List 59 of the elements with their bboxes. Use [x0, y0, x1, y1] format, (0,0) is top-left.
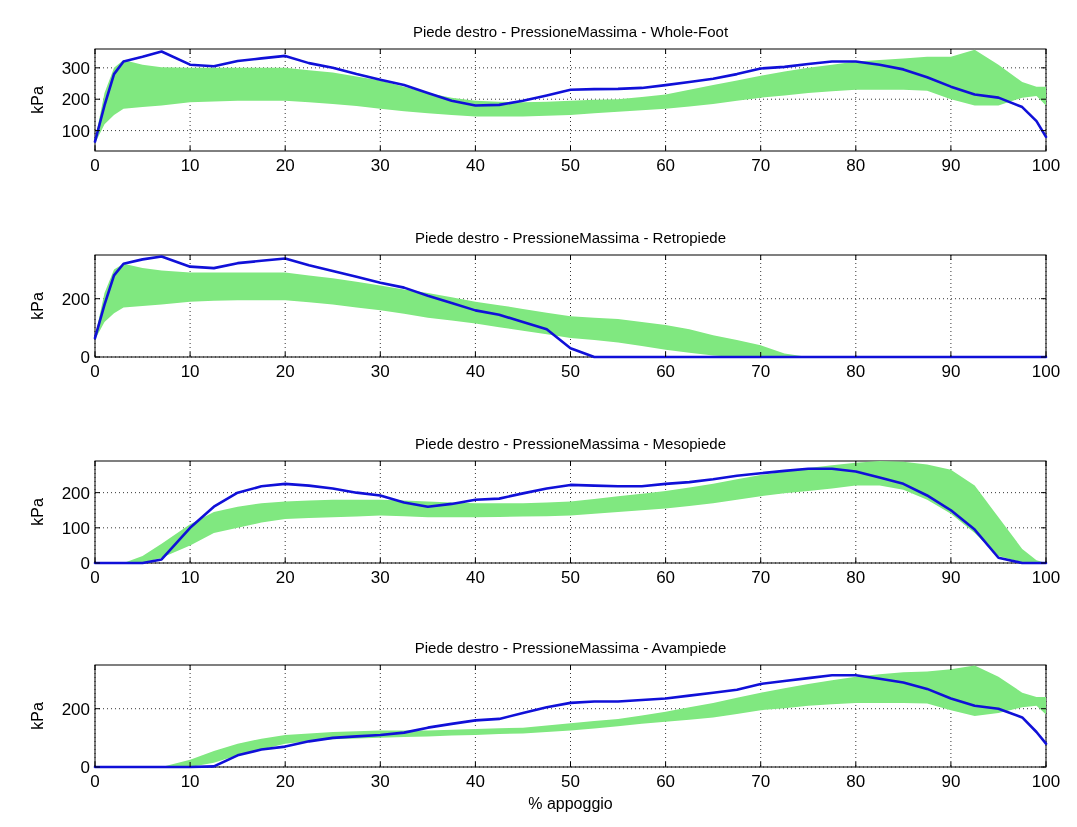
- x-tick-label: 70: [751, 568, 771, 587]
- y-tick-label: 0: [80, 553, 90, 573]
- x-tick-label: 30: [370, 156, 390, 175]
- x-tick-label: 70: [751, 362, 771, 381]
- x-tick-label: 20: [275, 362, 295, 381]
- x-tick-label: 10: [180, 362, 200, 381]
- x-tick-label: 20: [275, 568, 295, 587]
- x-tick-label: 100: [1031, 362, 1061, 381]
- y-axis-title: kPa: [29, 292, 46, 320]
- x-tick-label: 50: [561, 568, 580, 587]
- x-tick-label: 50: [561, 362, 580, 381]
- x-tick-label: 40: [465, 362, 485, 381]
- x-tick-label: 30: [370, 362, 390, 381]
- y-axis-title: kPa: [29, 86, 46, 114]
- x-tick-label: 100: [1031, 156, 1061, 175]
- x-tick-label: 10: [180, 772, 200, 791]
- x-axis-title: % appoggio: [528, 795, 613, 812]
- x-tick-label: 100: [1031, 772, 1061, 791]
- y-tick-label: 0: [80, 757, 90, 777]
- x-tick-label: 30: [370, 568, 390, 587]
- x-tick-label: 90: [941, 772, 961, 791]
- x-tick-label: 50: [561, 156, 580, 175]
- y-axis-title: kPa: [29, 498, 46, 526]
- x-tick-label: 80: [846, 568, 866, 587]
- x-tick-label: 90: [941, 362, 961, 381]
- x-tick-label: 10: [180, 568, 200, 587]
- y-tick-label: 200: [61, 699, 90, 719]
- x-tick-label: 60: [656, 772, 676, 791]
- x-tick-label: 70: [751, 772, 771, 791]
- x-tick-label: 40: [465, 772, 485, 791]
- x-tick-label: 60: [656, 362, 676, 381]
- y-tick-label: 200: [61, 483, 90, 503]
- y-tick-label: 200: [61, 289, 90, 309]
- x-tick-label: 80: [846, 156, 866, 175]
- y-axis-title: kPa: [29, 702, 46, 730]
- x-tick-label: 60: [656, 568, 676, 587]
- x-tick-label: 80: [846, 772, 866, 791]
- x-tick-label: 20: [275, 156, 295, 175]
- chart-title: Piede destro - PressioneMassima - Avampiede: [414, 639, 727, 656]
- y-tick-label: 100: [61, 121, 90, 141]
- x-tick-label: 70: [751, 156, 771, 175]
- chart-title: Piede destro - PressioneMassima - Whole-Foot: [412, 23, 729, 40]
- y-tick-label: 100: [61, 518, 90, 538]
- x-tick-label: 100: [1031, 568, 1061, 587]
- x-tick-label: 60: [656, 156, 676, 175]
- y-tick-label: 200: [61, 90, 90, 110]
- y-tick-label: 0: [80, 347, 90, 367]
- y-tick-label: 300: [61, 58, 90, 78]
- x-tick-label: 20: [275, 772, 295, 791]
- chart-title: Piede destro - PressioneMassima - Mesopiede: [415, 435, 726, 452]
- x-tick-label: 40: [465, 568, 485, 587]
- x-tick-label: 50: [561, 772, 580, 791]
- x-tick-label: 90: [941, 568, 961, 587]
- chart-title: Piede destro - PressioneMassima - Retropiede: [415, 229, 726, 246]
- x-tick-label: 80: [846, 362, 866, 381]
- x-tick-label: 10: [180, 156, 200, 175]
- x-tick-label: 40: [465, 156, 485, 175]
- x-tick-label: 30: [370, 772, 390, 791]
- x-tick-label: 90: [941, 156, 961, 175]
